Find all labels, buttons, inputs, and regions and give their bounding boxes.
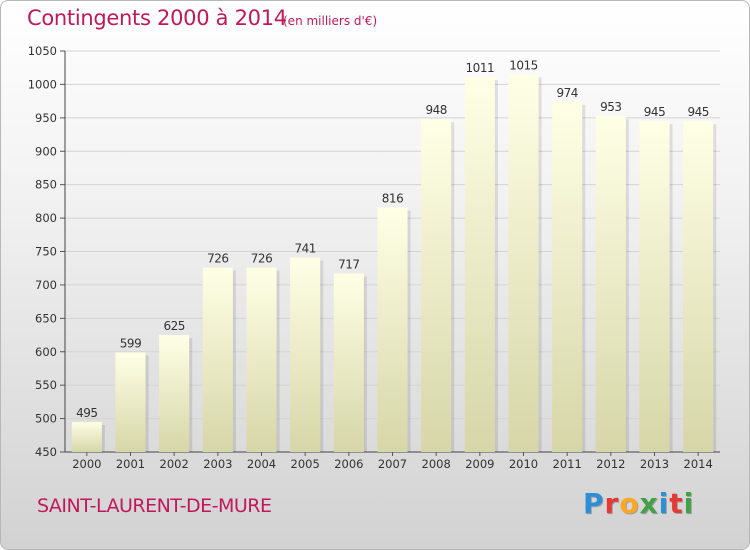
bar [377, 207, 408, 452]
logo-letter: x [639, 487, 659, 520]
x-tick-label: 2011 [553, 457, 582, 471]
x-tick-label: 2007 [378, 457, 407, 471]
proxiti-logo: Proxiti [583, 487, 694, 520]
bar-value-label: 816 [382, 191, 403, 205]
bar-value-label: 948 [425, 103, 446, 117]
axes: 450 500 550 600 650 700 750 800 850 900 950 1000 105… [28, 44, 720, 459]
x-tick-label: 2004 [247, 457, 276, 471]
bar [595, 115, 626, 452]
bar [246, 267, 277, 452]
labels: 495 2000 599 2001 625 2002 726 2003 726 2004 741 20… [72, 58, 713, 471]
y-tick-label: 700 [35, 278, 57, 292]
logo-letter: P [583, 487, 605, 520]
bar-value-label: 1011 [466, 61, 495, 75]
x-tick-label: 2009 [465, 457, 494, 471]
bar [552, 101, 583, 452]
x-tick-label: 2006 [334, 457, 363, 471]
y-tick-label: 450 [35, 445, 57, 459]
bar-value-label: 726 [207, 252, 228, 266]
y-tick-label: 1050 [28, 44, 57, 58]
x-tick-label: 2005 [291, 457, 320, 471]
x-tick-label: 2003 [203, 457, 232, 471]
y-tick-label: 650 [35, 311, 57, 325]
logo-letter: i [658, 487, 670, 520]
x-tick-label: 2002 [160, 457, 189, 471]
y-tick-label: 750 [35, 245, 57, 259]
y-tick-label: 950 [35, 111, 57, 125]
logo-letter: o [619, 487, 640, 520]
x-tick-label: 2012 [596, 457, 625, 471]
commune-name: SAINT-LAURENT-DE-MURE [37, 495, 272, 517]
bar [290, 257, 321, 452]
bar-value-label: 726 [251, 252, 272, 266]
x-tick-label: 2014 [684, 457, 713, 471]
y-tick-label: 500 [35, 412, 57, 426]
bar-value-label: 625 [163, 319, 184, 333]
bars [71, 74, 717, 453]
x-tick-label: 2008 [422, 457, 451, 471]
x-tick-label: 2013 [640, 457, 669, 471]
x-tick-label: 2001 [116, 457, 145, 471]
bar [421, 119, 452, 453]
bar [639, 121, 670, 453]
y-tick-label: 1000 [28, 77, 57, 91]
bar [333, 273, 364, 452]
bar-value-label: 1015 [509, 58, 538, 72]
bar [683, 121, 714, 453]
bar [202, 267, 233, 452]
bar-value-label: 717 [338, 258, 359, 272]
bar-value-label: 741 [294, 242, 315, 256]
bar-value-label: 495 [76, 406, 97, 420]
logo-letter: r [604, 487, 620, 520]
chart-subtitle: (en milliers d'€) [283, 14, 378, 28]
bar-value-label: 974 [556, 86, 577, 100]
y-tick-label: 850 [35, 178, 57, 192]
logo-letter: i [683, 487, 695, 520]
bar-value-label: 945 [687, 105, 708, 119]
bar-value-label: 945 [644, 105, 665, 119]
bar [508, 74, 539, 453]
bar [71, 421, 102, 452]
chart-title: Contingents 2000 à 2014 [27, 6, 287, 30]
x-tick-label: 2010 [509, 457, 538, 471]
y-tick-label: 600 [35, 345, 57, 359]
y-tick-label: 550 [35, 378, 57, 392]
bar [159, 335, 190, 452]
bar-value-label: 599 [120, 336, 141, 350]
x-tick-label: 2000 [72, 457, 101, 471]
logo-letter: t [669, 487, 684, 520]
bar [464, 77, 495, 452]
bar-value-label: 953 [600, 100, 621, 114]
bar [115, 352, 146, 452]
y-tick-label: 900 [35, 144, 57, 158]
y-tick-label: 800 [35, 211, 57, 225]
